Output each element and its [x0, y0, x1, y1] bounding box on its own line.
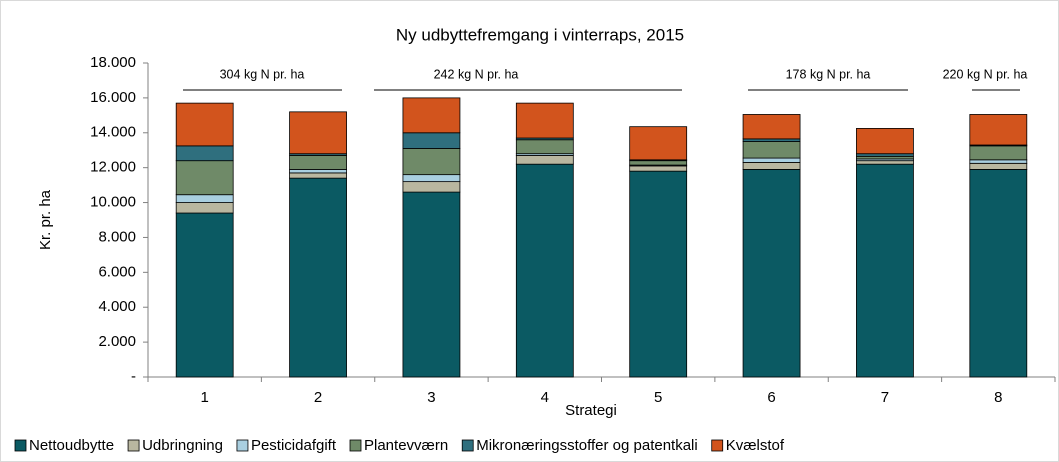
- bar-segment: [289, 155, 347, 170]
- bar-segment: [175, 145, 234, 162]
- bar-segment: [969, 159, 1028, 164]
- x-tick-label: 7: [881, 389, 889, 406]
- bar-segment: [402, 181, 461, 193]
- legend-label: Mikronæringsstoffer og patentkali: [476, 437, 698, 454]
- bar-segment: [402, 191, 461, 378]
- legend-swatch: [711, 439, 724, 452]
- bar-segment: [969, 114, 1028, 146]
- y-axis-title: Kr. pr. ha: [37, 189, 54, 250]
- bar-segment: [175, 194, 234, 203]
- bar-segment: [402, 174, 461, 183]
- bar-segment: [742, 169, 801, 378]
- legend-label: Nettoudbytte: [29, 437, 114, 454]
- bar-segment: [629, 126, 688, 161]
- bar-segment: [175, 202, 234, 214]
- bar-segment: [629, 170, 688, 378]
- bar-segment: [402, 148, 461, 176]
- x-tick-label: 2: [314, 389, 322, 406]
- y-tick-label: 8.000: [98, 228, 136, 245]
- x-tick-label: 5: [654, 389, 662, 406]
- x-tick-label: 4: [541, 389, 549, 406]
- bar-segment: [289, 177, 347, 378]
- annotation: 304 kg N pr. ha: [220, 67, 305, 81]
- legend-label: Plantevværn: [364, 437, 448, 454]
- bar-segment: [175, 212, 234, 378]
- bar-segment: [289, 111, 347, 155]
- bar-segment: [515, 163, 574, 378]
- bar-segment: [629, 165, 688, 172]
- annotation: 178 kg N pr. ha: [786, 67, 871, 81]
- x-tick-label: 8: [994, 389, 1002, 406]
- bar-segment: [175, 160, 234, 196]
- annotation: 220 kg N pr. ha: [943, 67, 1028, 81]
- y-tick-label: 2.000: [98, 333, 136, 350]
- annotation: 242 kg N pr. ha: [434, 67, 519, 81]
- chart-title: Ny udbyttefremgang i vinterraps, 2015: [396, 25, 684, 44]
- y-tick-label: 12.000: [90, 159, 136, 176]
- bar-segment: [856, 163, 914, 378]
- y-tick-label: 16.000: [90, 89, 136, 106]
- bar-segment: [742, 114, 801, 140]
- y-tick-label: -: [131, 368, 136, 385]
- y-tick-label: 4.000: [98, 298, 136, 315]
- bar-segment: [629, 160, 688, 166]
- bar-segment: [969, 169, 1028, 378]
- bar-segment: [175, 102, 234, 147]
- legend-label: Udbringning: [142, 437, 223, 454]
- y-tick-label: 14.000: [90, 124, 136, 141]
- bar-segment: [856, 160, 914, 165]
- x-axis-title: Strategi: [565, 402, 617, 419]
- bar-segment: [742, 162, 801, 170]
- legend-label: Kvælstof: [726, 437, 785, 454]
- bar-segment: [742, 157, 801, 163]
- bar-segment: [856, 128, 914, 155]
- y-tick-label: 10.000: [90, 194, 136, 211]
- bar-segment: [289, 172, 347, 179]
- bar-segment: [402, 132, 461, 149]
- x-tick-label: 6: [767, 389, 775, 406]
- legend-label: Pesticidafgift: [251, 437, 337, 454]
- bar-segment: [402, 97, 461, 134]
- y-tick-label: 6.000: [98, 263, 136, 280]
- legend-swatch: [14, 439, 27, 452]
- x-tick-label: 1: [201, 389, 209, 406]
- bar-segment: [289, 169, 347, 174]
- bar-segment: [515, 102, 574, 139]
- bar-segment: [515, 155, 574, 165]
- legend-swatch: [349, 439, 362, 452]
- bar-segment: [969, 162, 1028, 170]
- x-tick-label: 3: [427, 389, 435, 406]
- bar-segment: [969, 145, 1028, 161]
- legend-swatch: [127, 439, 140, 452]
- legend-swatch: [461, 439, 474, 452]
- bar-segment: [515, 139, 574, 155]
- y-tick-label: 18.000: [90, 54, 136, 71]
- legend-swatch: [236, 439, 249, 452]
- bar-segment: [742, 141, 801, 159]
